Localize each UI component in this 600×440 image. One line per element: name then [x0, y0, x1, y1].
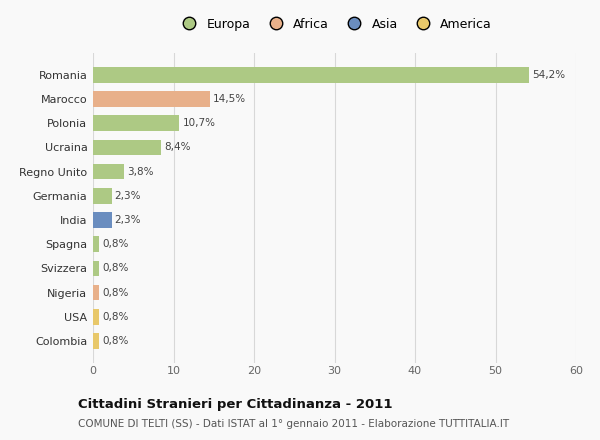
Text: 0,8%: 0,8%: [103, 264, 129, 273]
Bar: [93, 236, 100, 252]
Bar: [93, 285, 100, 301]
Bar: [93, 139, 161, 155]
Legend: Europa, Africa, Asia, America: Europa, Africa, Asia, America: [172, 12, 497, 36]
Bar: [93, 164, 124, 180]
Text: 54,2%: 54,2%: [533, 70, 566, 80]
Text: 0,8%: 0,8%: [103, 336, 129, 346]
Bar: [93, 188, 112, 204]
Text: 14,5%: 14,5%: [213, 94, 246, 104]
Text: 8,4%: 8,4%: [164, 143, 190, 152]
Text: 0,8%: 0,8%: [103, 312, 129, 322]
Text: 0,8%: 0,8%: [103, 288, 129, 297]
Text: 2,3%: 2,3%: [115, 191, 141, 201]
Text: 0,8%: 0,8%: [103, 239, 129, 249]
Bar: [93, 333, 100, 349]
Text: 3,8%: 3,8%: [127, 167, 154, 176]
Bar: [93, 309, 100, 325]
Text: Cittadini Stranieri per Cittadinanza - 2011: Cittadini Stranieri per Cittadinanza - 2…: [78, 398, 392, 411]
Text: 10,7%: 10,7%: [182, 118, 215, 128]
Text: 2,3%: 2,3%: [115, 215, 141, 225]
Text: COMUNE DI TELTI (SS) - Dati ISTAT al 1° gennaio 2011 - Elaborazione TUTTITALIA.I: COMUNE DI TELTI (SS) - Dati ISTAT al 1° …: [78, 419, 509, 429]
Bar: [93, 67, 529, 83]
Bar: [93, 260, 100, 276]
Bar: [93, 115, 179, 131]
Bar: [93, 212, 112, 228]
Bar: [93, 91, 210, 107]
